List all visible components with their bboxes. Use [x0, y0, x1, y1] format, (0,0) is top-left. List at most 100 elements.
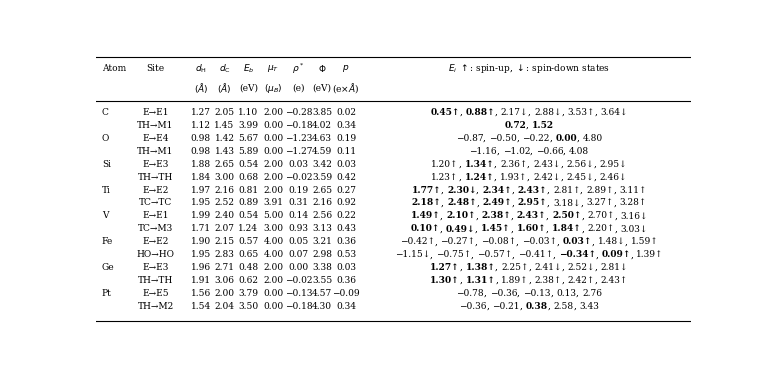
- Text: 3.55: 3.55: [312, 276, 333, 285]
- Text: −0.42↑: −0.42↑: [399, 237, 435, 246]
- Text: 2.56↓: 2.56↓: [566, 160, 594, 169]
- Text: 5.67: 5.67: [238, 134, 259, 143]
- Text: 1.56: 1.56: [190, 289, 211, 298]
- Text: 0.93: 0.93: [288, 224, 309, 233]
- Text: 2.95↑: 2.95↑: [518, 199, 548, 207]
- Text: −0.41↑: −0.41↑: [518, 250, 553, 259]
- Text: −0.87: −0.87: [455, 134, 483, 143]
- Text: ,: ,: [595, 250, 601, 259]
- Text: 2.45↓: 2.45↓: [566, 173, 594, 182]
- Text: 1.59↑: 1.59↑: [631, 237, 659, 246]
- Text: ,: ,: [561, 108, 568, 117]
- Text: 2.58: 2.58: [554, 302, 574, 311]
- Text: 2.43↓: 2.43↓: [533, 160, 561, 169]
- Text: (e$\times\AA$): (e$\times\AA$): [333, 81, 359, 95]
- Text: ,: ,: [529, 276, 535, 285]
- Text: 1.24: 1.24: [238, 224, 258, 233]
- Text: −1.02: −1.02: [502, 147, 530, 156]
- Text: 1.45↑: 1.45↑: [481, 224, 511, 233]
- Text: 2.65: 2.65: [312, 186, 333, 194]
- Text: $E_b$: $E_b$: [243, 62, 254, 75]
- Text: 0.45↑: 0.45↑: [430, 108, 460, 117]
- Text: 0.57: 0.57: [238, 237, 259, 246]
- Text: 3.13: 3.13: [313, 224, 332, 233]
- Text: 2.52: 2.52: [214, 199, 234, 207]
- Text: ,: ,: [517, 134, 522, 143]
- Text: $(\AA)$: $(\AA)$: [194, 81, 208, 95]
- Text: 0.49↓: 0.49↓: [446, 224, 475, 233]
- Text: −0.22: −0.22: [522, 134, 550, 143]
- Text: 3.03↓: 3.03↓: [621, 224, 648, 233]
- Text: TH→M2: TH→M2: [137, 302, 174, 311]
- Text: 2.41↓: 2.41↓: [535, 263, 562, 272]
- Text: ,: ,: [475, 224, 481, 233]
- Text: 2.56: 2.56: [312, 211, 333, 220]
- Text: 0.43: 0.43: [336, 224, 356, 233]
- Text: 1.39↑: 1.39↑: [637, 250, 664, 259]
- Text: (eV): (eV): [239, 84, 258, 93]
- Text: ,: ,: [528, 160, 533, 169]
- Text: ,: ,: [592, 237, 598, 246]
- Text: 2.65: 2.65: [214, 160, 235, 169]
- Text: ,: ,: [561, 173, 566, 182]
- Text: 3.18↓: 3.18↓: [553, 199, 581, 207]
- Text: $E_i$ $\uparrow$: spin-up, $\downarrow$: spin-down states: $E_i$ $\uparrow$: spin-up, $\downarrow$:…: [449, 62, 611, 75]
- Text: −0.34↑: −0.34↑: [558, 250, 595, 259]
- Text: E→E1: E→E1: [142, 211, 169, 220]
- Text: 1.43: 1.43: [214, 147, 234, 156]
- Text: ,: ,: [581, 199, 587, 207]
- Text: −0.66: −0.66: [536, 147, 564, 156]
- Text: TH→TH: TH→TH: [138, 276, 173, 285]
- Text: 0.68: 0.68: [238, 173, 259, 182]
- Text: 3.53↑: 3.53↑: [568, 108, 595, 117]
- Text: 0.13: 0.13: [556, 289, 576, 298]
- Text: 2.16: 2.16: [312, 199, 333, 207]
- Text: V: V: [102, 211, 108, 220]
- Text: TH→TH: TH→TH: [138, 173, 173, 182]
- Text: 2.50↑: 2.50↑: [552, 211, 581, 220]
- Text: E→E3: E→E3: [142, 160, 169, 169]
- Text: 4.00: 4.00: [263, 250, 283, 259]
- Text: 0.53: 0.53: [336, 250, 356, 259]
- Text: 1.52: 1.52: [532, 121, 554, 130]
- Text: ,: ,: [530, 147, 536, 156]
- Text: 0.22: 0.22: [336, 211, 356, 220]
- Text: 2.07: 2.07: [214, 224, 234, 233]
- Text: 2.89↑: 2.89↑: [586, 186, 614, 194]
- Text: 1.45: 1.45: [214, 121, 235, 130]
- Text: 1.38↑: 1.38↑: [465, 263, 495, 272]
- Text: 1.71: 1.71: [190, 224, 211, 233]
- Text: TC→M3: TC→M3: [138, 224, 173, 233]
- Text: ,: ,: [511, 186, 518, 194]
- Text: ,: ,: [594, 173, 600, 182]
- Text: 0.54: 0.54: [238, 160, 259, 169]
- Text: −0.28: −0.28: [285, 108, 312, 117]
- Text: ,: ,: [440, 211, 446, 220]
- Text: ,: ,: [562, 276, 568, 285]
- Text: −0.03↑: −0.03↑: [522, 237, 557, 246]
- Text: 2.30↓: 2.30↓: [447, 186, 476, 194]
- Text: TC→TC: TC→TC: [139, 199, 172, 207]
- Text: 2.95↓: 2.95↓: [600, 160, 627, 169]
- Text: O: O: [102, 134, 109, 143]
- Text: 0.19: 0.19: [336, 134, 356, 143]
- Text: 0.00: 0.00: [263, 147, 283, 156]
- Text: 0.27: 0.27: [336, 186, 356, 194]
- Text: ,: ,: [471, 250, 477, 259]
- Text: ,: ,: [546, 211, 552, 220]
- Text: 3.79: 3.79: [238, 289, 258, 298]
- Text: ,: ,: [435, 237, 440, 246]
- Text: 2.98: 2.98: [312, 250, 333, 259]
- Text: Site: Site: [147, 64, 164, 73]
- Text: ,: ,: [495, 160, 500, 169]
- Text: ,: ,: [553, 250, 558, 259]
- Text: ,: ,: [520, 302, 526, 311]
- Text: 2.20↑: 2.20↑: [588, 224, 614, 233]
- Text: 3.00: 3.00: [263, 224, 283, 233]
- Text: ,: ,: [484, 289, 490, 298]
- Text: TH→M1: TH→M1: [137, 147, 174, 156]
- Text: ,: ,: [495, 276, 502, 285]
- Text: 1.27: 1.27: [190, 108, 210, 117]
- Text: 4.80: 4.80: [583, 134, 603, 143]
- Text: E→E2: E→E2: [142, 237, 169, 246]
